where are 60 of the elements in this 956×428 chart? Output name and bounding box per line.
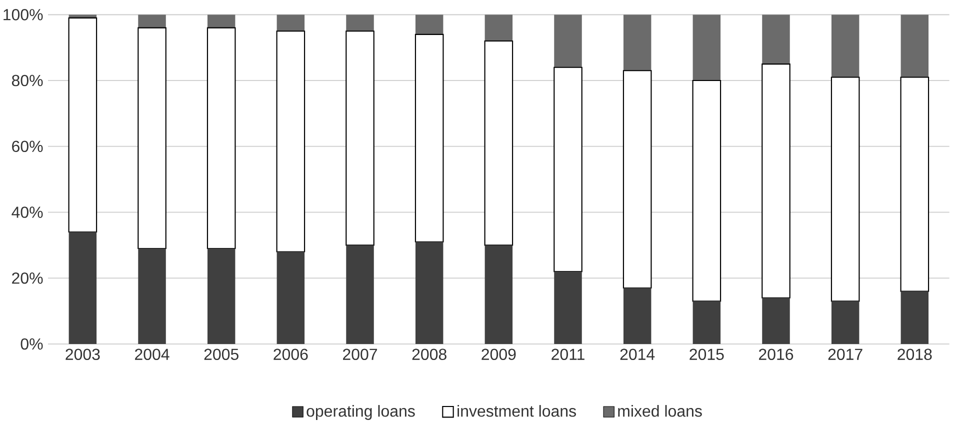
x-tick-label: 2006 [274,348,308,360]
bar [346,245,374,344]
y-tick-label: 60% [12,140,43,152]
x-tick-label: 2007 [343,348,377,360]
bar [206,27,236,250]
bar [138,248,166,344]
bar [346,14,374,32]
bar [138,27,166,250]
x-tick-label: 2018 [898,348,932,360]
legend-label: investment loans [458,405,576,417]
bar [68,232,97,344]
bar [554,14,582,68]
bar [623,14,652,71]
bar [276,30,306,252]
x-tick-label: 2009 [482,348,516,360]
bar [762,64,790,298]
bar [762,298,790,344]
bar [831,301,860,344]
x-tick-label: 2008 [412,348,446,360]
bar [138,14,166,28]
bar [900,76,930,292]
bar [692,301,721,344]
bar [830,76,860,302]
x-tick-label: 2005 [204,348,238,360]
bar [900,14,929,78]
x-tick-label: 2003 [66,348,100,360]
bar [692,14,721,81]
legend-label: operating loans [306,405,415,420]
bar [346,30,374,246]
x-tick-label: 2016 [758,348,794,360]
bar [692,80,722,302]
x-tick-label: 2004 [135,348,170,360]
bar [415,14,444,34]
bar [68,17,98,233]
bar [554,272,582,344]
x-tick-label: 2014 [620,348,655,360]
bar [276,14,305,32]
bar [415,242,444,344]
y-tick-label: 80% [12,74,43,86]
bar [622,70,652,289]
y-tick-label: 0% [20,338,43,350]
bar [900,291,929,344]
bar [484,40,514,246]
x-tick-label: 2015 [690,348,724,360]
x-tick-label: 2011 [552,348,584,360]
bar [207,14,236,28]
bar [207,248,236,344]
bar [414,34,444,242]
bar [762,14,790,64]
y-tick-label: 20% [12,272,43,284]
bar [554,66,582,272]
bar [484,245,513,344]
bar [484,14,513,42]
x-tick-label: 2017 [828,348,862,360]
y-tick-label: 40% [12,206,43,218]
bar [831,14,860,78]
legend-label: mixed loans [618,405,702,417]
bar [276,252,305,344]
y-tick-label: 100% [4,9,43,20]
bar [623,288,652,344]
